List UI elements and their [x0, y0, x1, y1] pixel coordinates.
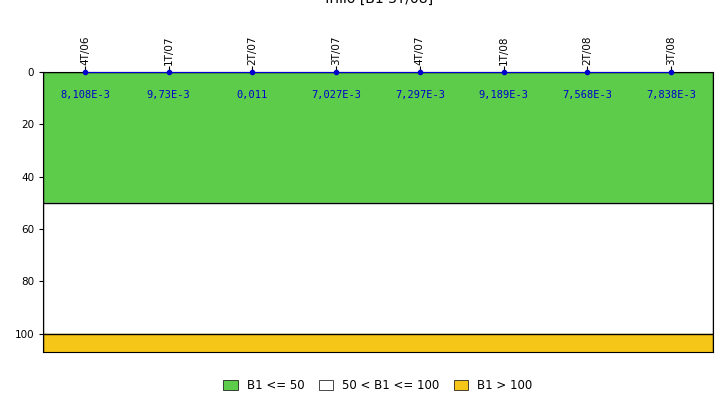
Text: 7,838E-3: 7,838E-3 — [646, 90, 696, 100]
Text: 7,297E-3: 7,297E-3 — [395, 90, 445, 100]
Title: Trillo [B1 3T/08]: Trillo [B1 3T/08] — [323, 0, 433, 6]
Text: 9,73E-3: 9,73E-3 — [147, 90, 191, 100]
Text: 7,568E-3: 7,568E-3 — [562, 90, 612, 100]
Legend: B1 <= 50, 50 < B1 <= 100, B1 > 100: B1 <= 50, 50 < B1 <= 100, B1 > 100 — [219, 374, 537, 396]
Text: 0,011: 0,011 — [237, 90, 268, 100]
Text: 8,108E-3: 8,108E-3 — [60, 90, 110, 100]
Text: 9,189E-3: 9,189E-3 — [479, 90, 528, 100]
Text: 7,027E-3: 7,027E-3 — [311, 90, 361, 100]
